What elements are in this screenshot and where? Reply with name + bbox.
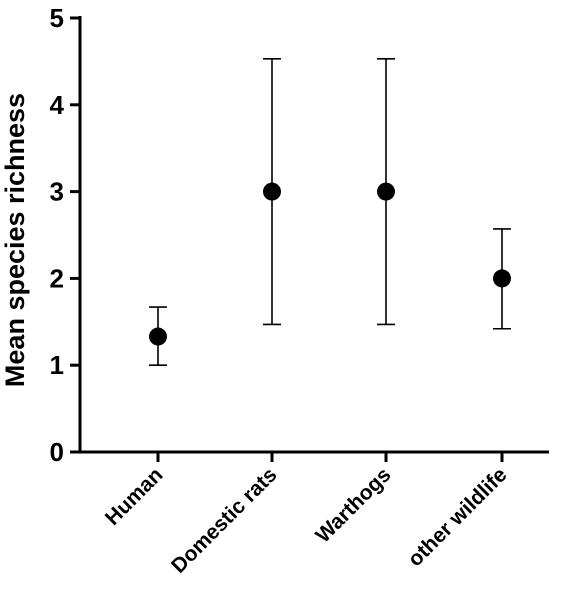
y-tick-label: 5 (50, 3, 64, 33)
data-point (377, 182, 395, 201)
x-tick-label: Human (101, 463, 168, 530)
x-axis: Human Domestic rats Warthogs other wildlife (78, 450, 549, 578)
x-tick-label: other wildlife (404, 463, 512, 571)
x-tick-label: Warthogs (311, 463, 395, 547)
y-tick-label: 0 (50, 437, 64, 467)
data-series (149, 57, 511, 367)
y-axis-title: Mean species richness (0, 93, 30, 387)
data-point (263, 182, 281, 201)
x-tick-label: Domestic rats (167, 463, 281, 577)
y-tick-label: 3 (50, 177, 64, 207)
y-tick-label: 1 (50, 350, 64, 380)
y-tick-label: 4 (50, 90, 65, 120)
y-axis: 0 1 2 3 4 5 (50, 3, 82, 467)
data-point (493, 269, 511, 288)
data-point (149, 327, 167, 346)
y-tick-label: 2 (50, 263, 64, 293)
